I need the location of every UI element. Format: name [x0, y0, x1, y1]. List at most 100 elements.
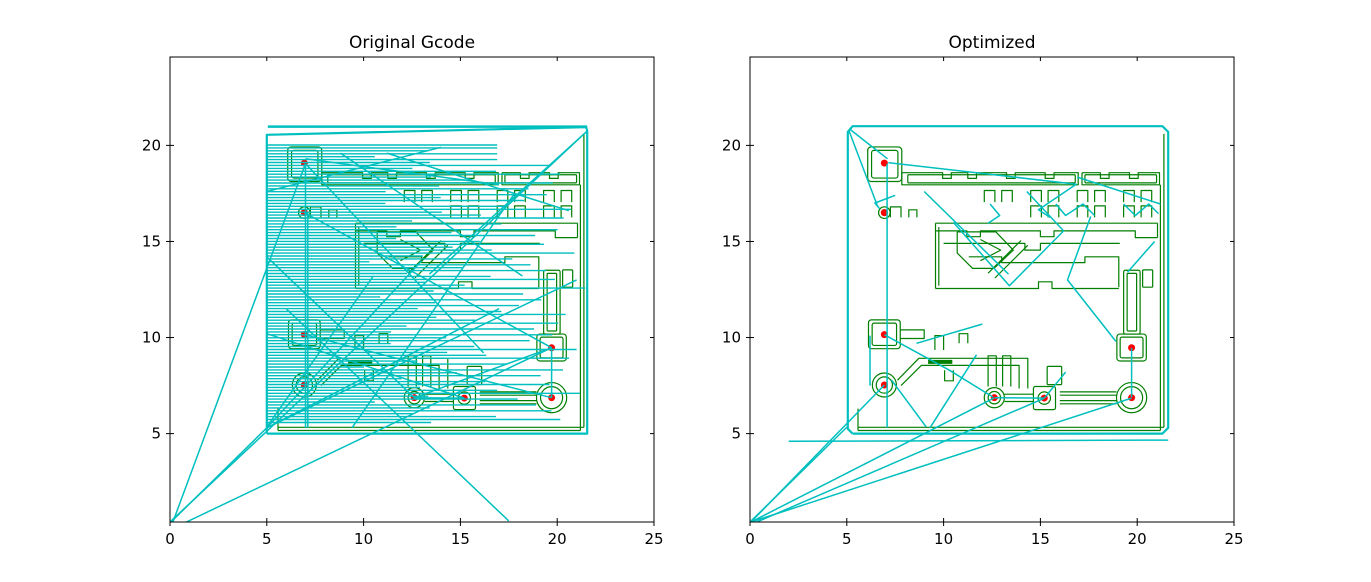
- cut-pad-outline: [871, 322, 898, 347]
- cut-circle-pad: [875, 376, 894, 394]
- travel-path: [266, 279, 577, 429]
- travel-path: [1126, 241, 1156, 273]
- travel-path: [846, 125, 1170, 435]
- cut-path: [354, 335, 365, 350]
- cut-path: [943, 370, 954, 382]
- travel-path: [888, 161, 1077, 219]
- travel-path: [1076, 176, 1161, 205]
- cut-path: [328, 209, 338, 218]
- travel-path: [266, 332, 465, 399]
- travel-path: [987, 203, 1001, 224]
- cut-path: [542, 189, 555, 203]
- cut-path: [1047, 205, 1060, 218]
- travel-path: [929, 354, 978, 429]
- travel-path: [1043, 371, 1067, 399]
- cut-path: [1001, 189, 1013, 203]
- cut-circle-pad: [871, 372, 897, 398]
- tick-label: 10: [722, 329, 741, 347]
- left-plot-title: Original Gcode: [348, 33, 476, 53]
- travel-path: [1123, 203, 1160, 217]
- travel-path: [414, 346, 552, 399]
- tick-label: 10: [354, 530, 373, 548]
- travel-path: [884, 334, 994, 398]
- travel-path: [916, 323, 983, 345]
- tick-label: 15: [722, 232, 741, 250]
- cut-circle-pad: [877, 206, 891, 220]
- travel-path: [170, 427, 268, 522]
- travel-path: [351, 192, 516, 429]
- tick-label: 20: [548, 530, 567, 548]
- cut-path: [1140, 205, 1153, 218]
- cut-path: [388, 256, 540, 288]
- travel-path: [1055, 203, 1096, 217]
- travel-path: [923, 190, 1010, 275]
- cut-path: [968, 256, 1120, 288]
- travel-path: [304, 333, 552, 399]
- cut-pad-outline: [1084, 174, 1158, 184]
- cut-pad-outline: [546, 272, 558, 332]
- cut-path: [958, 333, 969, 344]
- cut-path: [935, 230, 1158, 239]
- cut-path: [542, 205, 555, 218]
- cut-path: [943, 242, 1120, 251]
- cut-path: [900, 329, 925, 340]
- tick-label: 20: [142, 136, 161, 154]
- cut-path: [560, 189, 573, 203]
- tick-label: 5: [842, 530, 852, 548]
- travel-path: [186, 347, 552, 522]
- cut-path: [934, 335, 945, 350]
- travel-path: [756, 397, 1045, 522]
- tick-label: 25: [644, 530, 663, 548]
- cut-path: [421, 189, 433, 203]
- tick-label: 25: [1224, 530, 1243, 548]
- cut-path: [1030, 205, 1043, 218]
- tick-label: 5: [731, 425, 741, 443]
- tick-label: 10: [934, 530, 953, 548]
- cut-path: [1140, 189, 1153, 203]
- cut-pad-outline: [543, 269, 561, 335]
- tick-label: 0: [165, 530, 175, 548]
- travel-path: [750, 397, 1132, 522]
- right-plot: 0 5 10 15 20 25 5 10 15 20: [722, 56, 1244, 548]
- cut-path: [889, 206, 902, 218]
- cut-path: [450, 189, 462, 203]
- travel-path: [849, 128, 888, 160]
- cut-path: [983, 189, 996, 203]
- travel-path: [847, 129, 879, 208]
- tick-label: 20: [1128, 530, 1147, 548]
- right-plot-title: Optimized: [948, 33, 1036, 53]
- travel-path: [750, 426, 848, 522]
- tick-label: 0: [745, 530, 755, 548]
- cut-pad-outline: [867, 319, 901, 350]
- drill-marker: [880, 209, 888, 217]
- cut-path: [994, 244, 1029, 279]
- cut-path: [1001, 355, 1012, 387]
- cut-path: [908, 209, 918, 218]
- travel-path: [265, 125, 589, 435]
- tick-label: 5: [151, 425, 161, 443]
- cut-pad-outline: [1126, 272, 1138, 332]
- cut-path: [501, 172, 581, 186]
- cut-path: [987, 355, 997, 387]
- cut-path: [901, 172, 1079, 186]
- travel-path: [952, 190, 1065, 287]
- cut-path: [560, 205, 573, 218]
- cut-path: [1093, 205, 1106, 218]
- travel-path: [890, 379, 927, 428]
- cut-path: [897, 357, 1029, 389]
- cut-path: [935, 281, 1119, 290]
- travel-path: [874, 194, 896, 210]
- cut-path: [513, 205, 526, 218]
- tick-label: 10: [142, 329, 161, 347]
- tick-label: 15: [142, 232, 161, 250]
- tick-label: 20: [722, 136, 741, 154]
- travel-path: [788, 439, 1169, 443]
- left-plot: 0 5 10 15 20 25 5 10 15 20: [142, 56, 664, 548]
- drill-marker: [1128, 344, 1136, 352]
- cut-pad-outline: [1046, 365, 1063, 386]
- cut-path: [1122, 205, 1135, 218]
- cut-pad-outline: [1142, 269, 1154, 288]
- axes-frame: [749, 56, 1235, 523]
